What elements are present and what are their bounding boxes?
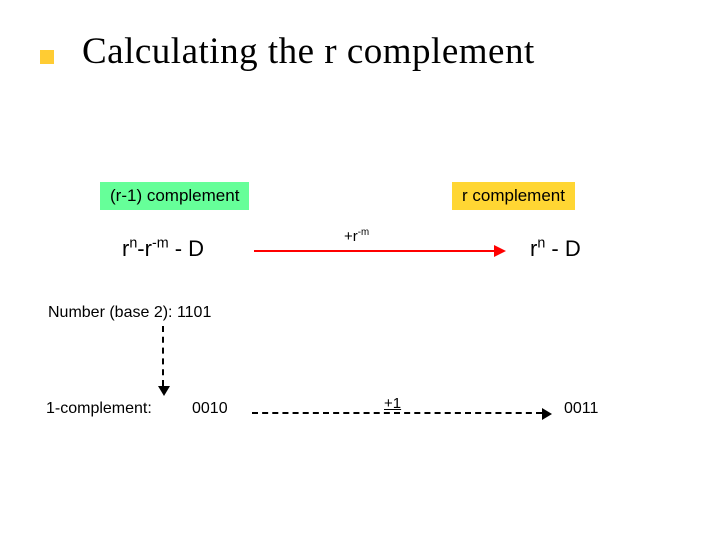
formula-left-mid: -r	[137, 236, 152, 261]
arrow-annotation-prefix: +r	[344, 228, 358, 245]
formula-left: rn-r-m - D	[122, 236, 204, 262]
label-r-minus-1-complement: (r-1) complement	[100, 182, 249, 210]
arrow-right-icon	[254, 250, 506, 252]
slide-title: Calculating the r complement	[82, 30, 535, 73]
arrow-down-dashed-icon	[162, 326, 164, 386]
formula-left-tail: - D	[169, 236, 204, 261]
label-r-complement: r complement	[452, 182, 575, 210]
formula-right-tail: - D	[545, 236, 580, 261]
plus-one-annotation: +1	[384, 395, 401, 412]
one-complement-value: 0010	[192, 400, 228, 418]
arrow-right-dashed-icon	[252, 412, 542, 414]
arrow-annotation-sup: -m	[358, 227, 369, 238]
arrow-shaft	[254, 250, 494, 252]
slide: Calculating the r complement (r-1) compl…	[0, 0, 720, 540]
title-row: Calculating the r complement	[40, 30, 535, 73]
result-value: 0011	[564, 400, 598, 418]
arrow-head-icon	[494, 245, 506, 257]
bullet-icon	[40, 50, 54, 64]
formula-right: rn - D	[530, 236, 581, 262]
arrow-down-head-icon	[158, 386, 170, 396]
arrow-annotation: +r-m	[344, 228, 369, 245]
formula-left-sup2: -m	[152, 236, 169, 252]
one-complement-label: 1-complement:	[46, 400, 152, 418]
arrow-right-dashed-head-icon	[542, 408, 552, 420]
example-number-line: Number (base 2): 1101	[48, 304, 211, 322]
